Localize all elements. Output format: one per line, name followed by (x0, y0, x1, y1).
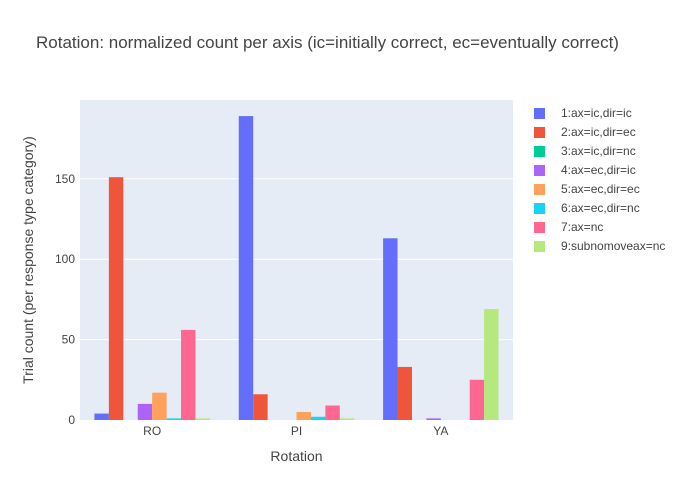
bar-2-RO (108, 177, 124, 420)
x-tick-label: PI (291, 424, 302, 438)
y-tick-label: 50 (62, 333, 76, 347)
bar-2-YA (397, 366, 412, 420)
bar-5-PI (296, 411, 311, 420)
bar-9-RO (195, 418, 210, 420)
legend-swatch (534, 184, 545, 195)
bar-7-RO (181, 329, 196, 420)
legend-label: 9:subnomoveax=nc (561, 239, 666, 253)
legend-swatch (534, 222, 545, 233)
y-tick-label: 150 (55, 172, 75, 186)
bar-9-PI (339, 418, 355, 420)
bar-9-YA (484, 309, 499, 420)
legend-swatch (534, 241, 545, 252)
bar-1-RO (94, 413, 109, 420)
x-tick-label: RO (143, 424, 161, 438)
legend-label: 1:ax=ic,dir=ic (561, 106, 632, 120)
bar-7-PI (325, 405, 340, 420)
x-axis-title: Rotation (270, 448, 322, 464)
legend-label: 3:ax=ic,dir=nc (561, 144, 636, 158)
bar-4-RO (137, 403, 153, 420)
bar-2-PI (253, 394, 268, 420)
bar-4-YA (426, 418, 441, 420)
plot-background (80, 100, 513, 420)
legend-label: 4:ax=ec,dir=ic (561, 163, 636, 177)
legend-swatch (534, 146, 545, 157)
legend-swatch (534, 127, 545, 138)
bar-7-YA (469, 379, 485, 420)
legend-label: 5:ax=ec,dir=ec (561, 182, 640, 196)
legend-swatch (534, 203, 545, 214)
bar-6-PI (310, 416, 326, 420)
legend-swatch (534, 108, 545, 119)
x-tick-label: YA (433, 424, 448, 438)
legend-swatch (534, 165, 545, 176)
y-tick-label: 100 (55, 252, 75, 266)
bar-5-RO (152, 392, 167, 420)
legend-label: 2:ax=ic,dir=ec (561, 125, 636, 139)
legend-label: 7:ax=nc (561, 220, 604, 234)
chart-title: Rotation: normalized count per axis (ic=… (36, 33, 619, 52)
bar-6-RO (166, 418, 182, 420)
bar-1-YA (383, 238, 398, 420)
y-tick-label: 0 (68, 413, 75, 427)
bar-1-PI (238, 116, 254, 421)
legend-label: 6:ax=ec,dir=nc (561, 201, 640, 215)
y-axis-title: Trial count (per response type category) (20, 136, 36, 384)
